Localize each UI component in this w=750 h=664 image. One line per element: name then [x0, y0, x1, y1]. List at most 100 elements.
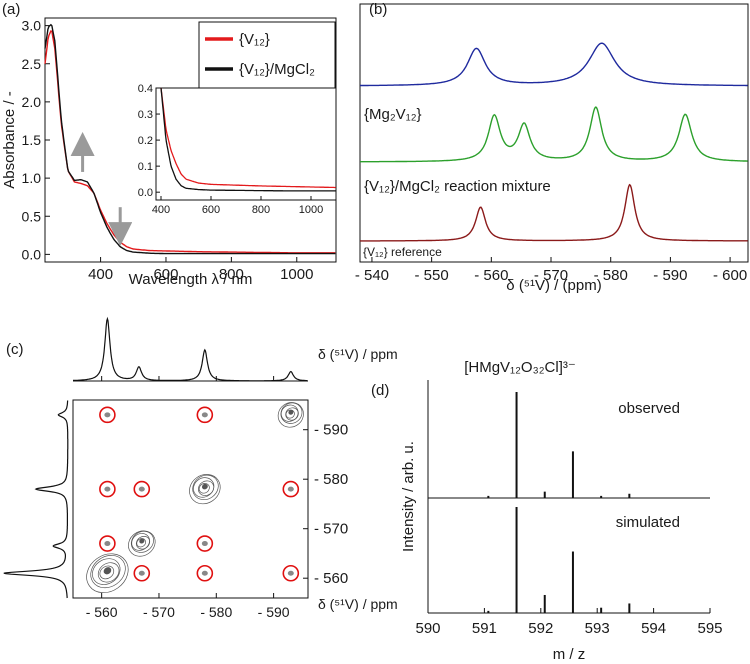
contour-peak: [130, 530, 154, 553]
x-tick-label-d: 594: [641, 620, 666, 637]
x-tick-label-c: - 560: [86, 604, 118, 620]
cross-peak-dot: [138, 486, 145, 492]
x-tick-label-b: - 570: [534, 267, 568, 284]
panel-c: (c) - 560 - 570 - 580 - 590 - 590 - 580 - 570 - …: [3, 316, 398, 620]
contour-peak: [198, 483, 210, 494]
x-tick-label-d: 591: [472, 620, 497, 637]
panel-label-b: (b): [369, 1, 387, 18]
y-tick-label: 2.5: [22, 56, 42, 72]
inset-series-line: [160, 87, 336, 192]
y-tick-label-c: - 570: [314, 521, 348, 538]
nmr-trace-1: [360, 106, 748, 163]
label-reaction-mixture: {V₁₂}/MgCl₂ reaction mixture: [364, 178, 551, 195]
contour-peak: [86, 553, 129, 594]
inset-x-tick-label: 1000: [299, 204, 323, 216]
contour-peak: [92, 558, 121, 585]
y-tick-label: 0.5: [22, 208, 42, 224]
inset-y-tick-label: 0.2: [138, 135, 153, 147]
label-mg2v12: {Mg₂V₁₂}: [364, 106, 422, 123]
legend-label-v12-mgcl2: {V₁₂}/MgCl₂: [239, 61, 315, 78]
contour-peak: [135, 535, 151, 550]
x-tick-label-b: - 560: [474, 267, 508, 284]
axes-frame-b: [359, 3, 749, 263]
contour-peak: [280, 402, 303, 424]
contour-peak: [198, 480, 215, 496]
contour-peak: [136, 538, 147, 548]
inset-frame: [155, 87, 337, 201]
panel-label-c: (c): [6, 341, 24, 358]
contour-peak: [201, 483, 208, 490]
y-tick-label-c: - 590: [314, 422, 348, 439]
cross-peak-dot: [104, 541, 111, 547]
contour-peak: [90, 555, 126, 589]
x-tick-label-d: 593: [585, 620, 610, 637]
cross-peak-circle: [196, 564, 214, 582]
contour-peak: [288, 409, 294, 415]
legend-box: [198, 21, 336, 89]
y-tick-label: 1.0: [22, 170, 42, 186]
x-tick-label-d: 595: [697, 620, 722, 637]
x-tick-label: 1000: [280, 266, 313, 283]
y-tick-label-c: - 560: [314, 570, 348, 587]
contour-peak: [97, 562, 120, 583]
contour-peak: [99, 565, 115, 580]
contour-peak: [128, 530, 156, 557]
cross-peak-dot: [104, 486, 111, 492]
inset-y-tick-label: 0.3: [138, 109, 153, 121]
y-tick-label: 2.0: [22, 94, 42, 110]
cross-peak-circle: [99, 406, 116, 424]
y-axis-label-c: δ (⁵¹V) / ppm: [318, 346, 398, 362]
cross-peak-dot: [201, 412, 208, 418]
contour-peak: [193, 477, 215, 498]
cross-peak-circle: [133, 564, 151, 582]
cross-peak-dot: [138, 570, 145, 576]
left-projection-trace: [3, 400, 69, 599]
series-label-simulated: simulated: [616, 514, 680, 531]
x-tick-label-b: - 550: [415, 267, 449, 284]
x-axis-label-d: m / z: [553, 646, 586, 663]
nmr-trace-2: [360, 183, 748, 242]
cross-peak-circle: [196, 535, 214, 552]
label-v12-reference: {V₁₂} reference: [363, 245, 442, 259]
panel-label-d: (d): [371, 382, 389, 399]
panel-d: (d) [HMgV₁₂O₃₂Cl]³⁻ 590 591 592 593 594 595 m / …: [371, 359, 723, 663]
contour-peak: [189, 474, 221, 505]
inset-x-tick-label: 600: [202, 204, 220, 216]
inset-y-tick-label: 0.0: [138, 187, 153, 199]
x-tick-label-c: - 590: [258, 604, 290, 620]
x-axis-label-b: δ (⁵¹V) / (ppm): [506, 277, 601, 294]
contour-peak: [285, 409, 295, 419]
y-axis-label: Absorbance / -: [1, 91, 18, 189]
contour-peak: [277, 402, 304, 428]
cross-peak-circle: [282, 480, 300, 498]
y-tick-label-c: - 580: [314, 471, 348, 488]
spectrum-formula-title: [HMgV₁₂O₃₂Cl]³⁻: [464, 359, 576, 376]
x-tick-label: 600: [153, 266, 178, 283]
contour-peak: [139, 538, 145, 544]
contour-peak: [103, 567, 112, 575]
cross-peak-dot: [287, 570, 294, 576]
y-tick-label: 0.0: [22, 246, 42, 262]
x-axis-label: Wavelength λ / nm: [129, 271, 253, 288]
series-line-v12-mgcl2: [44, 23, 336, 255]
top-projection-trace: [73, 316, 308, 382]
cross-peak-circle: [99, 480, 116, 498]
inset-x-tick-label: 800: [252, 204, 270, 216]
y-tick-label: 1.5: [22, 132, 42, 148]
cross-peak-dot: [201, 570, 208, 576]
nmr-trace-0: [360, 42, 748, 87]
cross-peak-circle: [196, 406, 214, 424]
cross-peak-circle: [99, 535, 116, 552]
cross-peak-dot: [104, 412, 111, 418]
x-axis-label-c: δ (⁵¹V) / ppm: [318, 596, 398, 612]
x-tick-label-b: - 580: [594, 267, 628, 284]
cross-peak-circle: [282, 564, 300, 582]
panel-b: (b) - 540 - 550 - 560 - 570 - 580 - 590 - 600 δ …: [355, 1, 749, 294]
x-tick-label-c: - 580: [200, 604, 232, 620]
panel-a: (a) 0.0 0.5 1.0 1.5 2.0 2.5 3.0 400 600 800 1000 Wav…: [1, 1, 337, 288]
x-tick-label-d: 592: [528, 620, 553, 637]
x-tick-label-b: - 590: [653, 267, 687, 284]
inset-x-tick-label: 400: [152, 204, 170, 216]
series-label-observed: observed: [618, 400, 680, 417]
